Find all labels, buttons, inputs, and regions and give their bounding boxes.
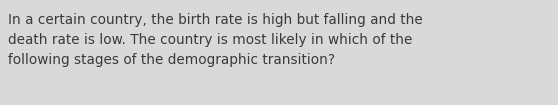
Text: In a certain country, the birth rate is high but falling and the
death rate is l: In a certain country, the birth rate is … [8,13,422,67]
